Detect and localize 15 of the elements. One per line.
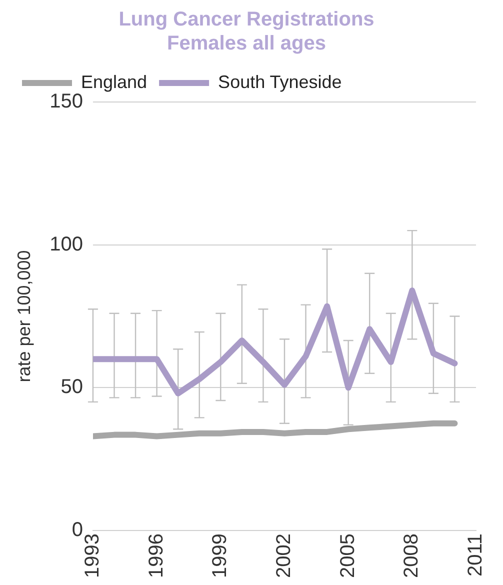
y-tick-label: 0 <box>72 519 83 542</box>
chart-title: Lung Cancer Registrations Females all ages <box>118 8 374 55</box>
x-tick-label: 1999 <box>209 534 232 578</box>
legend-label: England <box>81 72 148 92</box>
x-tick-label: 2002 <box>273 534 295 578</box>
y-tick-label: 50 <box>60 376 83 398</box>
x-tick-label: 2005 <box>336 534 359 578</box>
x-tick-label: 1996 <box>145 534 168 578</box>
y-tick-label: 100 <box>50 233 83 256</box>
x-tick-label: 2011 <box>464 534 487 577</box>
x-tick-label: 2008 <box>400 534 423 578</box>
y-tick-label: 150 <box>50 90 83 113</box>
x-tick-label: 1993 <box>81 534 104 578</box>
legend-label: South Tyneside <box>218 72 342 92</box>
y-axis-title: rate per 100,000 <box>14 250 34 382</box>
